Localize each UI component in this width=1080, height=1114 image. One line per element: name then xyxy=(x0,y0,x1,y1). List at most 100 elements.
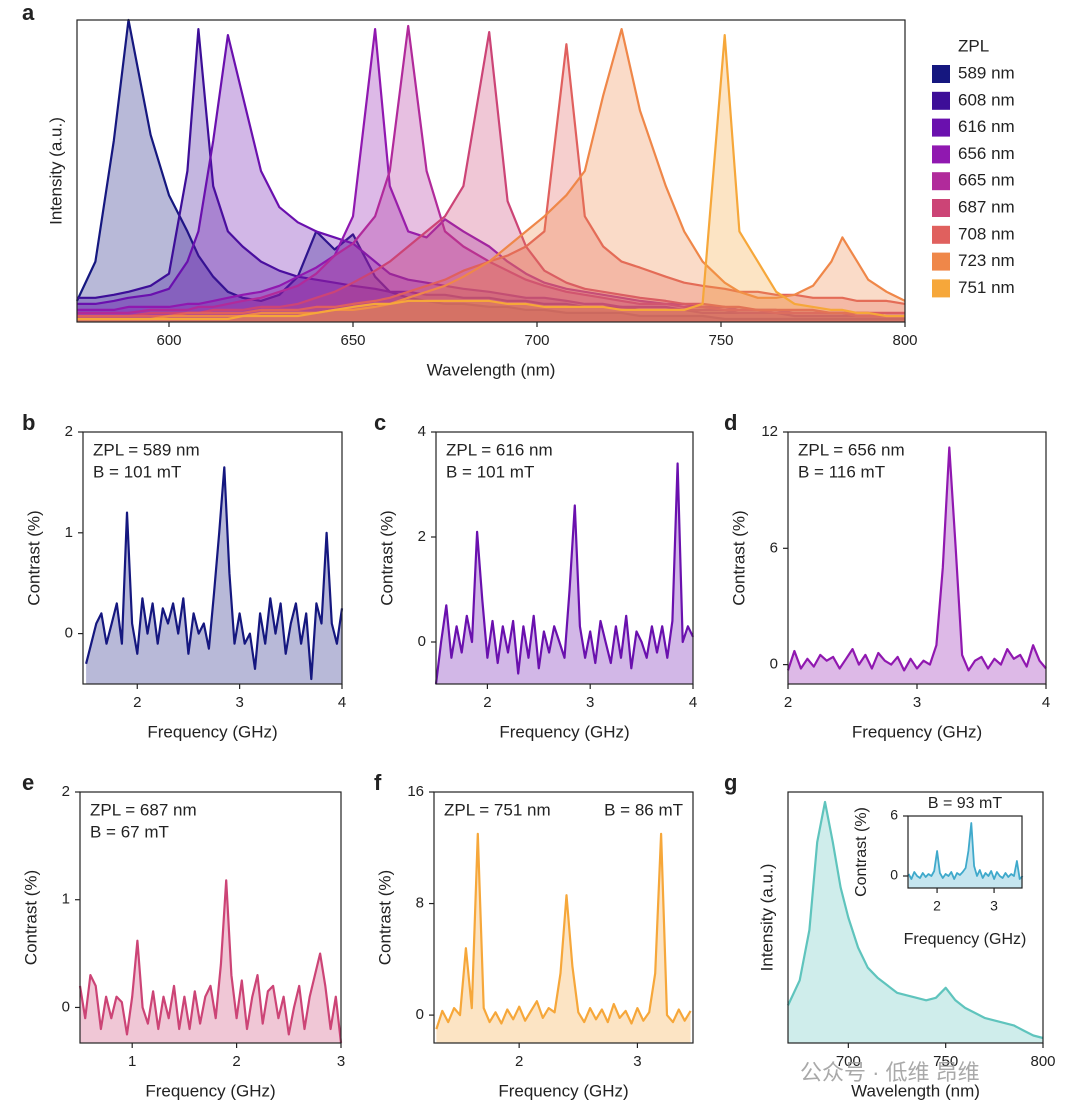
y-axis-label: Contrast (%) xyxy=(375,870,394,965)
plot-frame xyxy=(787,791,1044,1044)
x-tick-label: 2 xyxy=(933,898,941,914)
plot-frame xyxy=(907,815,1023,889)
annotation: B = 101 mT xyxy=(93,462,181,481)
data-line xyxy=(85,466,344,681)
plot-frame xyxy=(82,431,343,685)
panel-label: g xyxy=(724,770,737,795)
annotation: ZPL = 751 nm xyxy=(444,800,551,819)
y-axis-label: Contrast (%) xyxy=(377,510,396,605)
x-tick-label: 800 xyxy=(1030,1053,1055,1070)
area-fill xyxy=(77,32,905,322)
legend-swatch xyxy=(932,118,950,137)
legend-label: 665 nm xyxy=(958,171,1015,190)
y-tick-label: 4 xyxy=(418,423,426,440)
legend-label: 616 nm xyxy=(958,117,1015,136)
x-axis-label: Frequency (GHz) xyxy=(147,722,277,741)
legend-swatch xyxy=(932,199,950,217)
y-tick-label: 0 xyxy=(770,656,778,673)
panel-label: d xyxy=(724,410,737,435)
x-tick-label: 3 xyxy=(235,694,243,711)
y-tick-label: 0 xyxy=(62,998,70,1015)
annotation: B = 86 mT xyxy=(604,800,683,819)
x-tick-label: 4 xyxy=(338,694,346,711)
y-axis-label: Intensity (a.u.) xyxy=(757,864,776,972)
legend-swatch xyxy=(932,172,950,191)
legend-swatch xyxy=(932,145,950,164)
y-tick-label: 12 xyxy=(761,423,778,440)
x-tick-label: 3 xyxy=(586,694,594,711)
data-line xyxy=(434,462,694,685)
x-tick-label: 1 xyxy=(128,1053,136,1070)
x-tick-label: 2 xyxy=(784,694,792,711)
x-tick-label: 4 xyxy=(1042,694,1050,711)
area-fill xyxy=(788,447,1046,684)
legend-swatch xyxy=(932,252,950,271)
plot-frame xyxy=(435,431,694,685)
data-line xyxy=(76,18,905,321)
legend-swatch xyxy=(932,279,950,298)
panel-label: c xyxy=(374,410,386,435)
y-axis-label: Contrast (%) xyxy=(21,870,40,965)
x-tick-label: 650 xyxy=(340,332,365,349)
data-line xyxy=(787,800,1044,1040)
y-tick-label: 1 xyxy=(62,891,70,908)
area-fill xyxy=(908,823,1023,888)
y-tick-label: 2 xyxy=(65,423,73,440)
legend-label: 687 nm xyxy=(958,197,1015,216)
x-axis-label: Frequency (GHz) xyxy=(145,1081,275,1100)
legend-label: 608 nm xyxy=(958,90,1015,109)
legend-title: ZPL xyxy=(958,36,989,55)
y-axis-label: Contrast (%) xyxy=(853,807,870,897)
y-tick-label: 0 xyxy=(65,625,73,642)
plot-frame xyxy=(76,19,906,323)
x-tick-label: 2 xyxy=(483,694,491,711)
x-tick-label: 4 xyxy=(689,694,697,711)
legend-label: 708 nm xyxy=(958,224,1015,243)
x-axis-label: Frequency (GHz) xyxy=(498,1081,628,1100)
y-tick-label: 2 xyxy=(418,528,426,545)
area-fill xyxy=(436,463,693,684)
x-tick-label: 2 xyxy=(232,1053,240,1070)
panel-label: e xyxy=(22,770,34,795)
plot-frame xyxy=(79,791,342,1044)
legend-swatch xyxy=(932,225,950,244)
x-tick-label: 2 xyxy=(515,1053,523,1070)
panel-label: b xyxy=(22,410,35,435)
annotation: ZPL = 687 nm xyxy=(90,800,197,819)
y-tick-label: 16 xyxy=(407,783,424,800)
x-tick-label: 3 xyxy=(337,1053,345,1070)
x-axis-label: Wavelength (nm) xyxy=(851,1081,980,1100)
y-axis-label: Intensity (a.u.) xyxy=(46,117,65,225)
y-axis-label: Contrast (%) xyxy=(729,510,748,605)
area-fill xyxy=(86,467,342,684)
annotation: ZPL = 589 nm xyxy=(93,440,200,459)
watermark: 公众号 · 低维 昂维 xyxy=(800,1060,980,1085)
y-tick-label: 0 xyxy=(416,1006,424,1023)
x-tick-label: 600 xyxy=(156,332,181,349)
x-tick-label: 3 xyxy=(990,898,998,914)
legend-label: 656 nm xyxy=(958,144,1015,163)
x-tick-label: 800 xyxy=(892,332,917,349)
annotation: B = 101 mT xyxy=(446,462,534,481)
x-tick-label: 3 xyxy=(633,1053,641,1070)
x-axis-label: Frequency (GHz) xyxy=(904,931,1027,948)
x-tick-label: 3 xyxy=(913,694,921,711)
y-tick-label: 6 xyxy=(770,539,778,556)
area-fill xyxy=(77,44,905,322)
annotation: B = 116 mT xyxy=(798,462,885,481)
x-tick-label: 2 xyxy=(133,694,141,711)
legend-label: 751 nm xyxy=(958,278,1015,297)
data-line xyxy=(78,879,343,1044)
annotation: B = 67 mT xyxy=(90,822,169,841)
area-fill xyxy=(77,29,905,322)
data-line xyxy=(435,832,692,1030)
legend-swatch xyxy=(932,65,950,83)
y-axis-label: Contrast (%) xyxy=(24,510,43,605)
x-axis-label: Wavelength (nm) xyxy=(427,360,556,379)
y-tick-label: 8 xyxy=(416,895,424,912)
y-tick-label: 6 xyxy=(890,807,898,823)
data-line xyxy=(907,822,1024,880)
x-tick-label: 700 xyxy=(524,332,549,349)
